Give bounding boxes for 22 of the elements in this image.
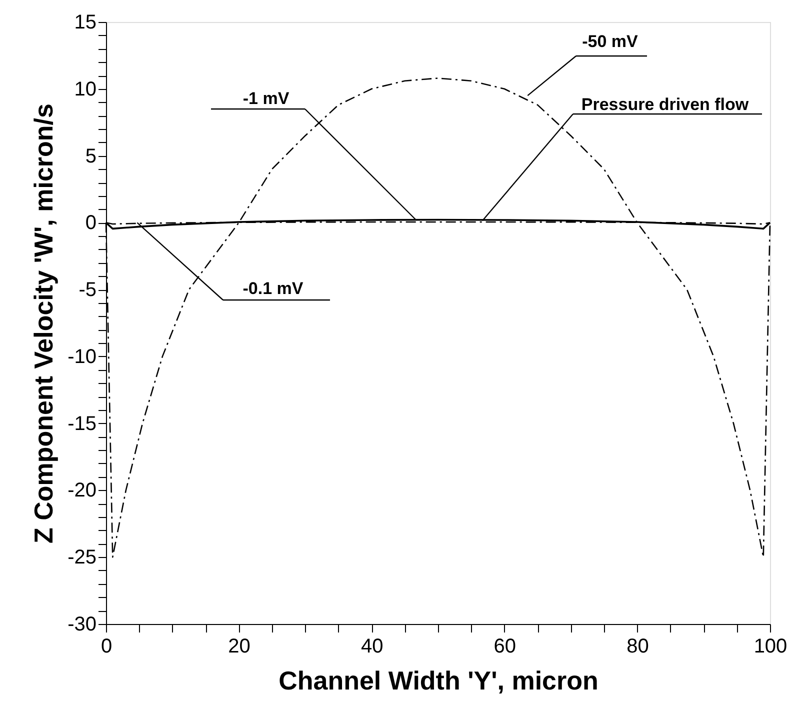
y-tick-label: 10 bbox=[74, 78, 96, 100]
y-tick-label: 5 bbox=[85, 145, 96, 168]
y-tick-label: -15 bbox=[68, 412, 96, 435]
y-tick-label: -30 bbox=[68, 614, 96, 636]
x-axis-title: Channel Width 'Y', micron bbox=[278, 666, 598, 696]
y-tick-label: 15 bbox=[74, 12, 96, 34]
y-tick-label: -5 bbox=[78, 279, 96, 302]
annotation: -0.1 mV bbox=[242, 279, 304, 298]
x-tick-label: 100 bbox=[754, 636, 788, 658]
annotation: -50 mV bbox=[582, 32, 639, 51]
x-tick-label: 0 bbox=[100, 636, 112, 658]
x-tick-label: 20 bbox=[228, 636, 250, 658]
x-tick-label: 40 bbox=[360, 636, 384, 658]
y-tick-label: -25 bbox=[68, 546, 96, 569]
y-axis-title: Z Component Velocity 'W', micron/s bbox=[28, 104, 59, 544]
y-tick-label: -10 bbox=[68, 346, 96, 368]
y-tick-label: 0 bbox=[85, 212, 96, 234]
annotation: Pressure driven flow bbox=[581, 95, 750, 114]
x-tick-label: 60 bbox=[494, 636, 516, 658]
y-tick-label: -20 bbox=[68, 480, 96, 502]
annotation: -1 mV bbox=[242, 89, 290, 108]
x-tick-label: 80 bbox=[626, 636, 649, 658]
